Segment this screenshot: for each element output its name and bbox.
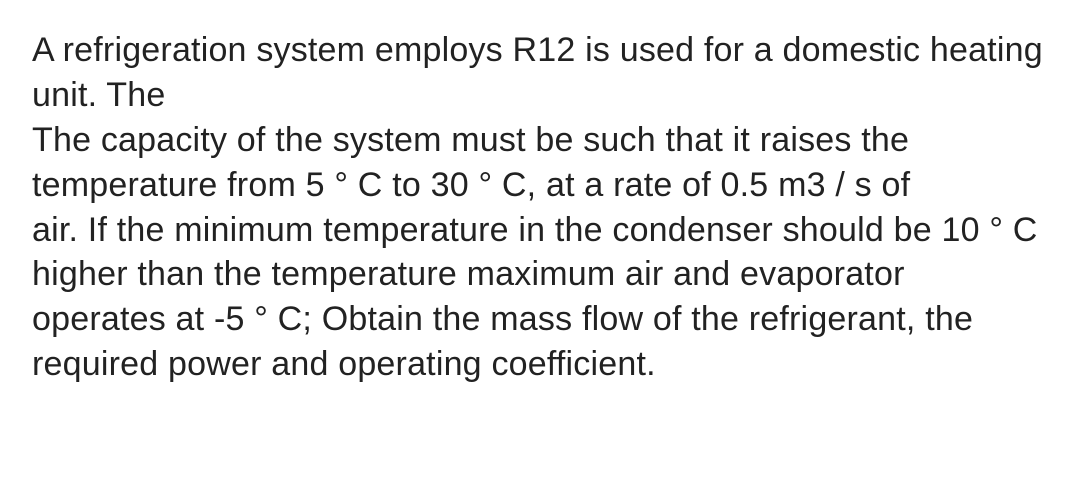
problem-statement: A refrigeration system employs R12 is us… — [32, 28, 1048, 387]
